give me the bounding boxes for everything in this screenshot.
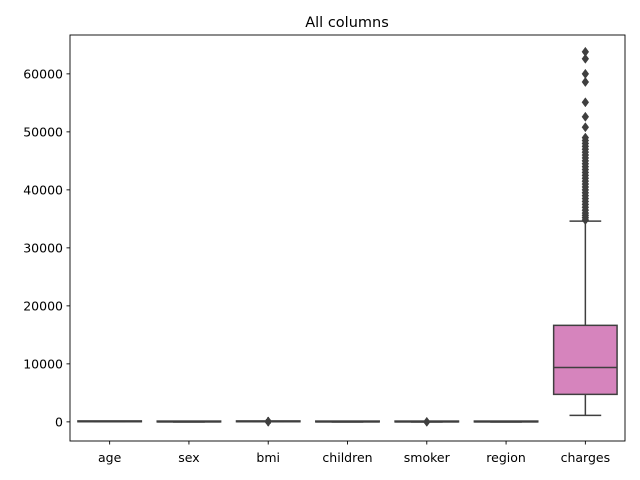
outlier-point bbox=[581, 68, 590, 79]
y-tick-label: 40000 bbox=[23, 182, 63, 197]
y-tick-label: 30000 bbox=[23, 240, 63, 255]
y-tick-label: 20000 bbox=[23, 298, 63, 313]
x-axis: age sex bmi children smoker region charges bbox=[98, 441, 610, 465]
outlier-point bbox=[581, 122, 590, 133]
outlier-point bbox=[264, 416, 272, 427]
box-sex bbox=[156, 420, 222, 423]
outlier-point bbox=[581, 76, 590, 87]
box-charges bbox=[552, 46, 618, 417]
chart-title: All columns bbox=[305, 15, 389, 31]
outlier-point bbox=[581, 111, 590, 122]
box-bmi bbox=[235, 416, 301, 427]
box-age bbox=[77, 420, 143, 423]
box-body bbox=[552, 324, 618, 396]
plot-frame bbox=[69, 34, 626, 442]
outlier-point bbox=[581, 46, 590, 57]
outlier-point bbox=[581, 97, 590, 108]
y-tick-label: 10000 bbox=[23, 356, 63, 371]
x-tick-label: age bbox=[98, 450, 122, 465]
x-tick-label: bmi bbox=[256, 450, 280, 465]
x-tick-label: smoker bbox=[404, 450, 451, 465]
outlier-point bbox=[581, 132, 590, 143]
x-tick-label: sex bbox=[178, 450, 199, 465]
box-region bbox=[473, 420, 539, 423]
outlier-point bbox=[423, 416, 431, 427]
outlier-point bbox=[581, 53, 590, 64]
x-tick-label: region bbox=[486, 450, 526, 465]
y-tick-label: 0 bbox=[55, 414, 63, 429]
y-tick-label: 50000 bbox=[23, 124, 63, 139]
box-smoker bbox=[394, 416, 460, 427]
y-tick-label: 60000 bbox=[23, 66, 63, 81]
plot-area bbox=[77, 46, 618, 427]
box-children bbox=[315, 420, 380, 423]
y-axis: 0 10000 20000 30000 40000 50000 60000 bbox=[23, 66, 70, 429]
x-tick-label: charges bbox=[561, 450, 611, 465]
x-tick-label: children bbox=[322, 450, 372, 465]
